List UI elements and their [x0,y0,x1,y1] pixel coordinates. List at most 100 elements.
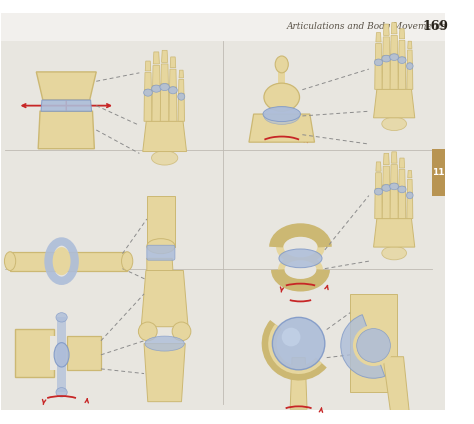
Ellipse shape [54,343,69,367]
Polygon shape [376,33,381,42]
Ellipse shape [398,57,406,64]
Ellipse shape [56,312,67,322]
Polygon shape [407,179,412,192]
Polygon shape [407,50,412,63]
Ellipse shape [279,249,322,268]
Polygon shape [391,165,398,184]
Bar [50,336,62,370]
Polygon shape [144,89,152,121]
Polygon shape [161,64,168,84]
Ellipse shape [160,84,169,91]
Polygon shape [36,72,96,100]
Ellipse shape [276,230,325,264]
Polygon shape [382,56,391,89]
Polygon shape [391,22,397,34]
Polygon shape [38,111,94,149]
Polygon shape [147,258,175,303]
Polygon shape [398,187,406,219]
Ellipse shape [382,55,391,62]
Polygon shape [399,170,405,187]
Ellipse shape [407,192,413,199]
Ellipse shape [284,260,317,279]
Polygon shape [408,41,412,48]
Polygon shape [170,69,176,87]
Polygon shape [375,173,382,189]
Polygon shape [143,121,187,151]
Polygon shape [160,84,169,121]
Polygon shape [141,271,188,327]
Text: Articulations and Body Movements: Articulations and Body Movements [286,22,447,31]
Ellipse shape [152,151,178,165]
Polygon shape [382,185,391,219]
Ellipse shape [263,106,301,122]
Ellipse shape [172,322,191,341]
Polygon shape [390,184,398,219]
Bar [278,71,285,90]
Polygon shape [179,70,183,78]
Ellipse shape [283,237,317,257]
Polygon shape [170,57,176,67]
Ellipse shape [56,388,67,397]
Polygon shape [383,24,389,35]
Ellipse shape [144,89,152,96]
Ellipse shape [275,56,288,73]
Polygon shape [179,79,184,93]
Bar [0,13,445,41]
Polygon shape [41,100,91,111]
Ellipse shape [390,54,399,61]
Polygon shape [400,158,405,168]
Polygon shape [375,43,382,59]
Ellipse shape [398,186,406,193]
Ellipse shape [278,254,323,285]
Bar [432,149,445,195]
Ellipse shape [145,336,184,351]
Ellipse shape [152,85,161,92]
Text: 169: 169 [422,20,448,33]
Ellipse shape [374,188,383,195]
Circle shape [356,329,391,363]
Polygon shape [400,29,405,39]
Polygon shape [144,343,185,402]
Ellipse shape [121,252,133,271]
Polygon shape [169,87,177,121]
Circle shape [273,317,325,370]
Ellipse shape [169,86,177,94]
Ellipse shape [407,63,413,70]
Polygon shape [249,114,315,142]
Polygon shape [391,35,398,54]
Text: 11: 11 [432,167,445,177]
Polygon shape [383,166,390,185]
Polygon shape [398,57,406,89]
Polygon shape [290,357,307,409]
Ellipse shape [138,322,157,341]
Ellipse shape [264,108,300,124]
Ellipse shape [374,59,383,66]
Ellipse shape [382,117,407,131]
Polygon shape [145,61,151,71]
Ellipse shape [4,252,16,271]
Polygon shape [374,89,415,118]
Ellipse shape [382,184,391,191]
Polygon shape [152,86,161,121]
Ellipse shape [52,247,71,275]
FancyBboxPatch shape [147,245,175,260]
Ellipse shape [147,239,175,254]
Ellipse shape [382,246,407,260]
Polygon shape [10,252,127,271]
Polygon shape [375,59,382,89]
Polygon shape [153,52,159,64]
Polygon shape [407,63,413,89]
Polygon shape [350,294,397,392]
Polygon shape [374,219,415,247]
Polygon shape [153,66,160,86]
Ellipse shape [264,83,300,111]
Polygon shape [162,50,168,62]
Polygon shape [408,170,412,178]
Polygon shape [383,37,390,56]
Circle shape [353,325,394,366]
Polygon shape [391,152,397,163]
Bar [57,317,66,392]
Polygon shape [407,192,413,219]
FancyBboxPatch shape [67,336,101,370]
Polygon shape [399,40,405,57]
